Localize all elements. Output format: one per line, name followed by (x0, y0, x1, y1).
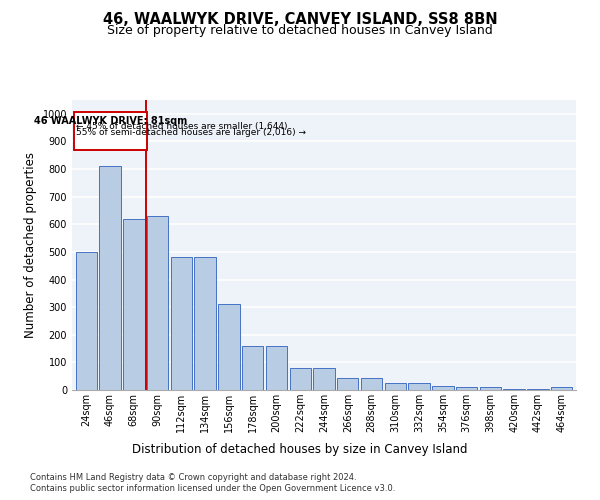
Bar (218, 304, 239, 390)
Text: Size of property relative to detached houses in Canvey Island: Size of property relative to detached ho… (107, 24, 493, 37)
Bar (432, 386, 454, 390)
Bar (290, 368, 311, 390)
Text: Contains HM Land Registry data © Crown copyright and database right 2024.: Contains HM Land Registry data © Crown c… (30, 472, 356, 482)
Bar (527, 388, 548, 390)
Text: 46, WAALWYK DRIVE, CANVEY ISLAND, SS8 8BN: 46, WAALWYK DRIVE, CANVEY ISLAND, SS8 8B… (103, 12, 497, 28)
Bar (147, 216, 168, 390)
Y-axis label: Number of detached properties: Number of detached properties (24, 152, 37, 338)
Bar (100, 166, 121, 390)
Bar (170, 258, 192, 390)
Bar (551, 387, 572, 390)
Bar (480, 387, 501, 390)
Text: Contains public sector information licensed under the Open Government Licence v3: Contains public sector information licen… (30, 484, 395, 493)
Bar (337, 378, 358, 390)
Text: 55% of semi-detached houses are larger (2,016) →: 55% of semi-detached houses are larger (… (76, 128, 306, 137)
Text: Distribution of detached houses by size in Canvey Island: Distribution of detached houses by size … (132, 442, 468, 456)
Bar (194, 258, 216, 390)
FancyBboxPatch shape (74, 112, 147, 150)
Bar (456, 387, 478, 390)
Text: ← 45% of detached houses are smaller (1,644): ← 45% of detached houses are smaller (1,… (76, 122, 288, 131)
Bar (76, 252, 97, 390)
Bar (503, 388, 525, 390)
Bar (409, 383, 430, 390)
Bar (242, 346, 263, 390)
Bar (385, 383, 406, 390)
Bar (361, 378, 382, 390)
Bar (123, 219, 145, 390)
Bar (313, 368, 335, 390)
Text: 46 WAALWYK DRIVE: 81sqm: 46 WAALWYK DRIVE: 81sqm (34, 116, 187, 126)
Bar (266, 346, 287, 390)
